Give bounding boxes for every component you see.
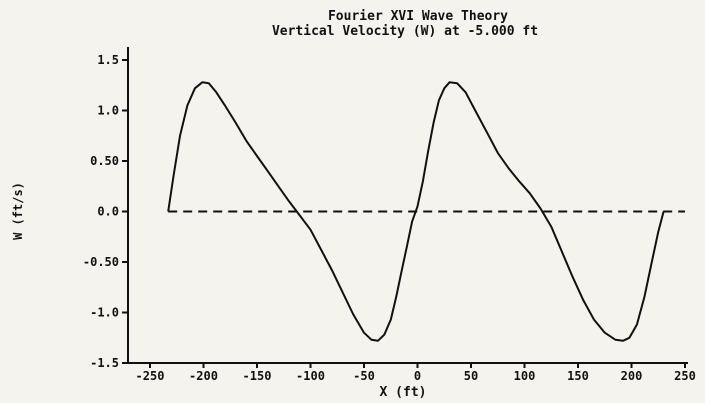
y-tick-label: 0.50 bbox=[90, 154, 119, 168]
x-axis-label: X (ft) bbox=[380, 385, 427, 400]
x-tick-label: -50 bbox=[353, 369, 375, 383]
x-tick-label: 50 bbox=[464, 369, 478, 383]
x-tick-label: -150 bbox=[243, 369, 272, 383]
x-tick-label: -200 bbox=[189, 369, 218, 383]
chart-subtitle: Vertical Velocity (W) at -5.000 ft bbox=[272, 24, 538, 39]
y-tick-label: 0.0 bbox=[97, 205, 119, 219]
y-tick-label: 1.0 bbox=[97, 104, 119, 118]
y-axis-label: W (ft/s) bbox=[11, 182, 25, 240]
chart-title: Fourier XVI Wave Theory bbox=[328, 9, 508, 24]
y-tick-label: -1.0 bbox=[90, 306, 119, 320]
x-tick-label: -250 bbox=[136, 369, 165, 383]
x-tick-label: -100 bbox=[296, 369, 325, 383]
x-tick-label: 0 bbox=[414, 369, 421, 383]
velocity-series-line bbox=[167, 81, 665, 342]
y-tick-label: -1.5 bbox=[90, 356, 119, 370]
y-tick-label: -0.50 bbox=[83, 255, 119, 269]
x-tick-label: 200 bbox=[621, 369, 643, 383]
x-tick-label: 150 bbox=[567, 369, 589, 383]
x-tick-label: 250 bbox=[674, 369, 696, 383]
x-tick-label: 100 bbox=[514, 369, 536, 383]
y-tick-label: 1.5 bbox=[97, 53, 119, 67]
